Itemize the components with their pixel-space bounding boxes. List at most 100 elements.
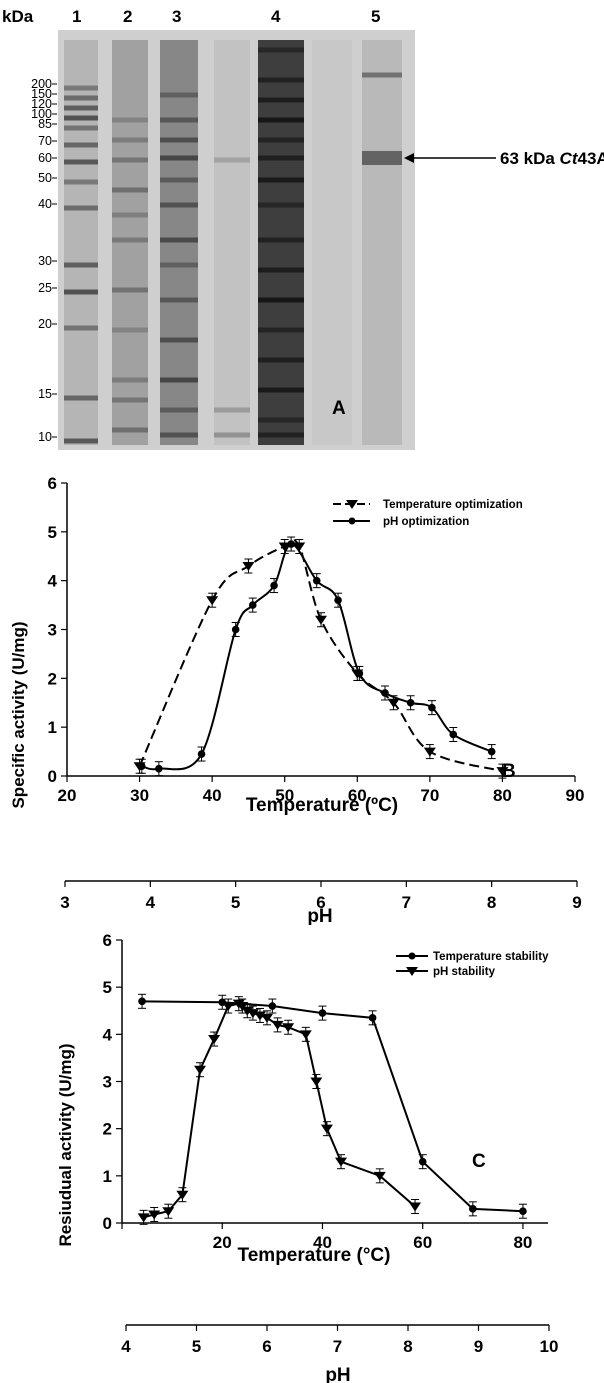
gel-band [258,357,304,363]
y-tick-label: 0 [103,1214,112,1233]
x2-tick-label: 7 [333,1337,342,1356]
gel-band [112,117,148,123]
gel-band [258,202,304,208]
x2-tick-label: 5 [231,893,240,912]
gel-band [64,205,98,211]
chart-c-xlabel: Temperature (°C) [238,1245,391,1266]
gel-band [258,117,304,123]
marker-label: 30 [38,254,52,268]
gel-marker-labels: 200 150 120 100 85 70 60 50 40 30 25 20 … [31,77,52,444]
annotation-text-main: 63 kDa [500,149,560,168]
chart-b-legend: Temperature optimization pH optimization [333,499,523,528]
chart-b-x2label: pH [307,906,332,925]
marker-label: 50 [38,171,52,185]
series-line [143,1002,416,1219]
gel-band [112,237,148,243]
gel-band [64,395,98,401]
gel-band [258,177,304,183]
legend-label-temperature-optimization: Temperature optimization [383,499,523,511]
gel-band [64,105,98,111]
annotation-text-italic: Ct [560,149,579,168]
gel-lanes [64,40,402,445]
gel-band [112,377,148,383]
gel-band [160,117,198,123]
legend-label-ph-stability: pH stability [433,966,496,978]
gel-band [64,438,98,444]
x-tick-label: 90 [566,786,585,805]
gel-lane-smear [112,40,148,445]
y-tick-label: 6 [48,474,57,493]
marker-label: 40 [38,197,52,211]
gel-band [64,159,98,165]
gel-band [64,125,98,131]
x-tick-label: 60 [348,786,367,805]
y-tick-label: 6 [103,931,112,950]
gel-lane-label-2: 2 [123,7,132,26]
annotation-arrowhead [404,153,414,163]
x-tick-label: 20 [213,1233,232,1252]
y-tick-label: 5 [48,523,57,542]
legend-marker-circle [408,952,416,960]
gel-background [58,30,415,450]
marker-label: 150 [31,87,52,101]
x2-tick-label: 6 [316,893,325,912]
gel-band [258,97,304,103]
gel-band [112,427,148,433]
marker-label: 10 [38,430,52,444]
gel-band [258,267,304,273]
gel-band [112,212,148,218]
marker-label: 100 [31,107,52,121]
y-tick-label: 1 [48,718,57,737]
series-line [142,1000,523,1213]
y-tick-label: 5 [103,978,112,997]
y-tick-label: 3 [103,1073,112,1092]
marker-label: 25 [38,281,52,295]
chart-b-ylabel: Specific activity (U/mg) [9,621,28,808]
gel-band [258,327,304,333]
gel-band [362,151,402,165]
gel-band [160,337,198,343]
y-tick-label: 3 [48,621,57,640]
panel-letter-a: A [332,398,346,419]
gel-band [112,137,148,143]
chart-c-ylabel: Resiudual activity (U/mg) [56,1043,75,1246]
chart-c: Resiudual activity (U/mg) Temperature (°… [56,931,559,1383]
gel-band [64,325,98,331]
plot-area: 0 1 2 3 4 5 6 20 40 60 80 4 5 6 7 8 9 10 [103,931,559,1356]
y-tick-label: 1 [103,1167,112,1186]
gel-marker-dashes [52,83,57,438]
legend-label-ph-optimization: pH optimization [383,516,469,528]
gel-band [112,327,148,333]
gel-band [112,157,148,163]
gel-band [160,137,198,143]
gel-band [112,187,148,193]
gel-band [64,142,98,148]
gel-band [258,155,304,161]
legend-marker-triangle [406,967,418,976]
series-line [138,539,503,773]
x-tick-label: 40 [313,1233,332,1252]
gel-band [64,85,98,91]
chart-c-panel-letter: C [472,1151,486,1172]
gel-lane-smear [214,40,250,445]
gel-band [112,397,148,403]
annotation-text: 63 kDa Ct43Araf [500,149,604,168]
marker-label: 20 [38,317,52,331]
gel-band [160,377,198,383]
gel-lane-label-1: 1 [72,7,81,26]
gel-band [64,289,98,295]
gel-band [258,417,304,423]
gel-lane-smear [64,40,98,445]
legend-label-temperature-stability: Temperature stability [433,951,549,963]
y-tick-label: 4 [103,1025,113,1044]
x-tick-label: 50 [275,786,294,805]
y-tick-label: 4 [48,572,58,591]
gel-lane-smear [362,40,402,445]
x2-tick-label: 4 [146,893,156,912]
x2-tick-label: 10 [540,1337,559,1356]
gel-band [64,115,98,121]
chart-b-xlabel: Temperature (ºC) [246,795,398,816]
chart-c-x2label: pH [325,1365,350,1383]
x2-tick-label: 9 [474,1337,483,1356]
annotation-text-tail: 43Araf [578,149,604,168]
